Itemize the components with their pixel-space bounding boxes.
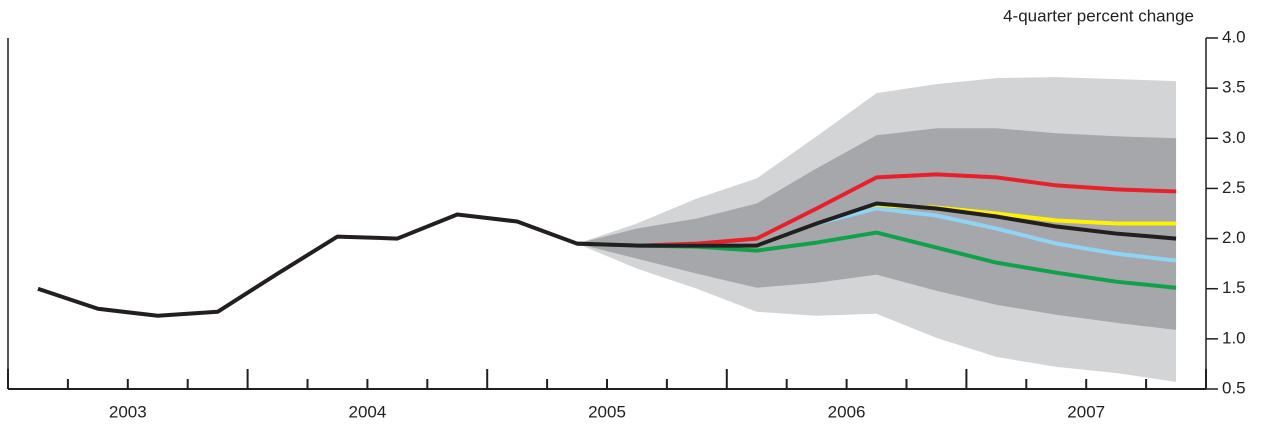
y-tick-label: 3.5	[1222, 78, 1246, 97]
y-tick-label: 1.5	[1222, 278, 1246, 297]
y-tick-label: 4.0	[1222, 27, 1246, 46]
line	[37, 201, 1177, 318]
y-tick-label: 2.0	[1222, 228, 1246, 247]
x-tick-label: 2004	[348, 402, 386, 421]
y-tick-label: 0.5	[1222, 378, 1246, 397]
chart-title: 4-quarter percent change	[1003, 6, 1194, 25]
x-tick-label: 2007	[1067, 402, 1105, 421]
y-tick-label: 1.0	[1222, 328, 1246, 347]
fan-band	[577, 128, 1177, 330]
x-tick-label: 2003	[109, 402, 147, 421]
y-tick-label: 2.5	[1222, 178, 1246, 197]
x-tick-label: 2005	[588, 402, 626, 421]
y-tick-label: 3.0	[1222, 128, 1246, 147]
x-tick-label: 2006	[828, 402, 866, 421]
